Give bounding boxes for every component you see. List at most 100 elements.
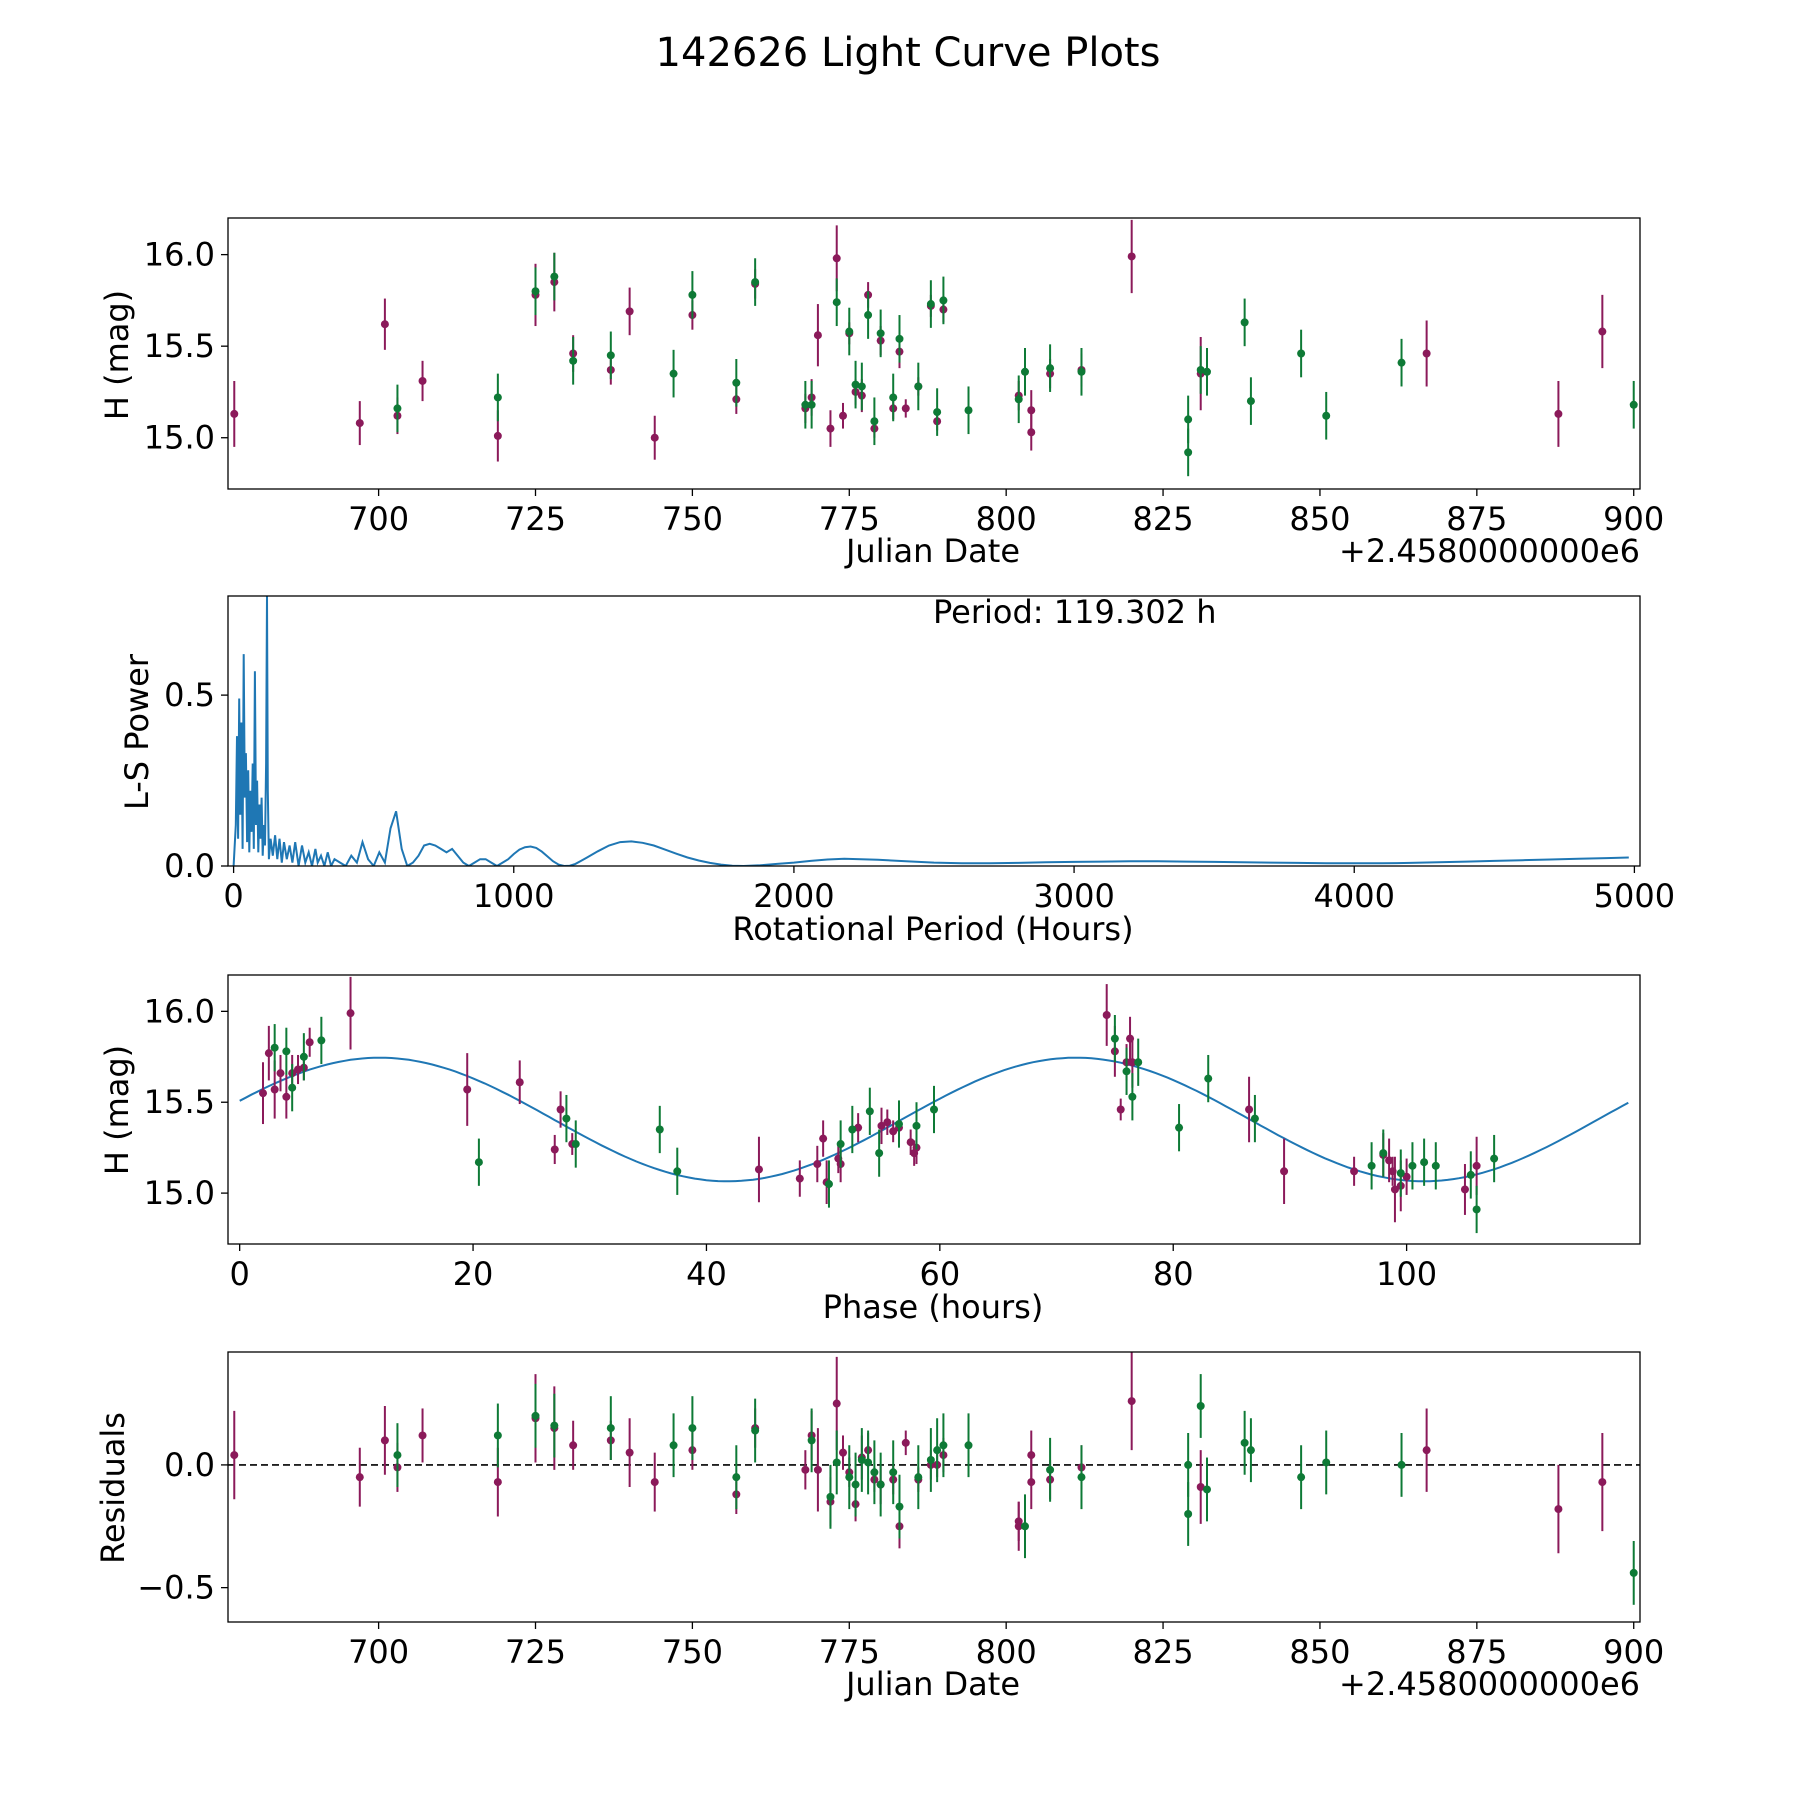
lightcurve-green-point xyxy=(939,296,948,305)
residuals-green-point xyxy=(933,1446,942,1455)
lightcurve-green-point xyxy=(832,298,841,307)
lightcurve-green-point xyxy=(895,334,904,343)
residuals-green-point xyxy=(732,1473,741,1482)
residuals-green-point xyxy=(1184,1510,1193,1518)
phased-green-point xyxy=(1379,1149,1388,1158)
residuals-xtick-label: 750 xyxy=(662,1633,723,1671)
residuals-red-point xyxy=(1127,1397,1136,1406)
lightcurve-green-point xyxy=(933,408,942,417)
residuals-green-point xyxy=(1077,1473,1086,1482)
phased-green-point xyxy=(270,1043,279,1052)
lightcurve-red-point xyxy=(813,331,822,340)
phased-green-point xyxy=(655,1125,664,1134)
figure-title: 142626 Light Curve Plots xyxy=(656,30,1161,76)
residuals-green-point xyxy=(1196,1402,1205,1410)
residuals-x-offset: +2.4580000000e6 xyxy=(1339,1665,1640,1703)
lightcurve-red-point xyxy=(901,404,910,413)
phased-green-point xyxy=(1367,1161,1376,1170)
phased-frame xyxy=(227,974,1641,1245)
phased-xtick-label: 20 xyxy=(453,1255,494,1293)
lightcurve-green-point xyxy=(1322,411,1331,420)
phased-red-point xyxy=(1402,1172,1411,1181)
phased-red-point xyxy=(1350,1167,1359,1176)
periodogram-ylabel: L-S Power xyxy=(118,653,156,810)
phased-red-point xyxy=(1472,1161,1481,1170)
residuals-green-point xyxy=(1240,1438,1249,1447)
lightcurve-green-point xyxy=(1046,364,1055,373)
lightcurve-green-point xyxy=(807,400,816,409)
residuals-green-point xyxy=(1184,1460,1193,1469)
phased-red-point xyxy=(1390,1185,1399,1194)
lightcurve-green-point xyxy=(864,311,873,320)
residuals-green-point xyxy=(393,1451,402,1460)
residuals-ytick-label: −0.5 xyxy=(137,1569,215,1607)
lightcurve-red-point xyxy=(625,307,634,316)
residuals-red-point xyxy=(1422,1446,1431,1455)
lightcurve-xtick-label: 875 xyxy=(1446,500,1507,538)
lightcurve-green-point xyxy=(531,287,540,296)
lightcurve-red-point xyxy=(1027,428,1036,437)
phased-red-point xyxy=(889,1127,898,1136)
residuals-green-point xyxy=(807,1436,816,1445)
phased-red-point xyxy=(906,1138,915,1147)
periodogram-panel: Period: 119.302 h Rotational Period (Hou… xyxy=(118,593,1675,948)
phased-green-point xyxy=(1122,1067,1131,1076)
lightcurve-green-point xyxy=(1629,400,1638,409)
phased-green-point xyxy=(1472,1205,1481,1214)
lightcurve-green-point xyxy=(1184,448,1193,457)
lightcurve-green-point xyxy=(964,406,973,415)
phased-red-point xyxy=(813,1160,822,1169)
lightcurve-green-point xyxy=(914,382,923,391)
residuals-red-point xyxy=(1014,1522,1023,1531)
residuals-xtick-label: 700 xyxy=(348,1633,409,1671)
residuals-xtick-label: 875 xyxy=(1446,1633,1507,1671)
phased-red-point xyxy=(264,1049,273,1058)
lightcurve-xtick-label: 775 xyxy=(819,500,880,538)
lightcurve-red-point xyxy=(650,433,659,442)
phased-green-point xyxy=(1396,1169,1405,1178)
lightcurve-ytick-label: 15.0 xyxy=(144,419,215,457)
residuals-red-point xyxy=(380,1436,389,1445)
lightcurve-green-point xyxy=(1202,367,1211,376)
lightcurve-green-point xyxy=(845,327,854,336)
lightcurve-green-point xyxy=(876,329,885,338)
phased-ytick-label: 15.0 xyxy=(144,1174,215,1212)
lightcurve-red-point xyxy=(380,320,389,329)
phased-green-point xyxy=(1110,1034,1119,1043)
residuals-xtick-label: 850 xyxy=(1289,1633,1350,1671)
lightcurve-plot-area xyxy=(230,219,1638,477)
phased-green-point xyxy=(848,1125,857,1134)
lightcurve-green-point xyxy=(606,351,615,360)
residuals-xtick-label: 725 xyxy=(505,1633,566,1671)
lightcurve-x-offset: +2.4580000000e6 xyxy=(1339,532,1640,570)
phased-green-point xyxy=(1134,1058,1143,1067)
lightcurve-ytick-label: 16.0 xyxy=(144,236,215,274)
phased-green-point xyxy=(824,1180,833,1189)
phased-xtick-label: 60 xyxy=(919,1255,960,1293)
residuals-red-point xyxy=(1554,1505,1563,1514)
residuals-green-point xyxy=(531,1411,540,1420)
lightcurve-green-point xyxy=(1196,365,1205,374)
lightcurve-xlabel: Julian Date xyxy=(844,532,1020,570)
phased-green-point xyxy=(673,1167,682,1176)
periodogram-xtick-label: 4000 xyxy=(1314,877,1395,915)
phased-green-point xyxy=(1128,1092,1137,1101)
lightcurve-ylabel: H (mag) xyxy=(98,290,136,420)
residuals-red-point xyxy=(839,1448,848,1457)
residuals-red-point xyxy=(650,1478,659,1487)
periodogram-xtick-label: 1000 xyxy=(473,877,554,915)
residuals-red-point xyxy=(801,1465,810,1474)
residuals-ylabel: Residuals xyxy=(94,1412,132,1564)
residuals-green-point xyxy=(606,1424,615,1433)
lightcurve-green-point xyxy=(688,290,697,299)
residuals-green-point xyxy=(1322,1458,1331,1467)
periodogram-xtick-label: 3000 xyxy=(1033,877,1114,915)
residuals-red-point xyxy=(813,1465,822,1474)
residuals-green-point xyxy=(550,1421,559,1430)
lightcurve-panel: Julian Date H (mag) +2.4580000000e6 700 7… xyxy=(98,217,1664,570)
phased-red-point xyxy=(883,1118,892,1127)
phased-xlabel: Phase (hours) xyxy=(823,1288,1044,1326)
lightcurve-red-point xyxy=(418,376,427,385)
residuals-frame xyxy=(227,1351,1641,1623)
lightcurve-red-point xyxy=(493,431,502,440)
